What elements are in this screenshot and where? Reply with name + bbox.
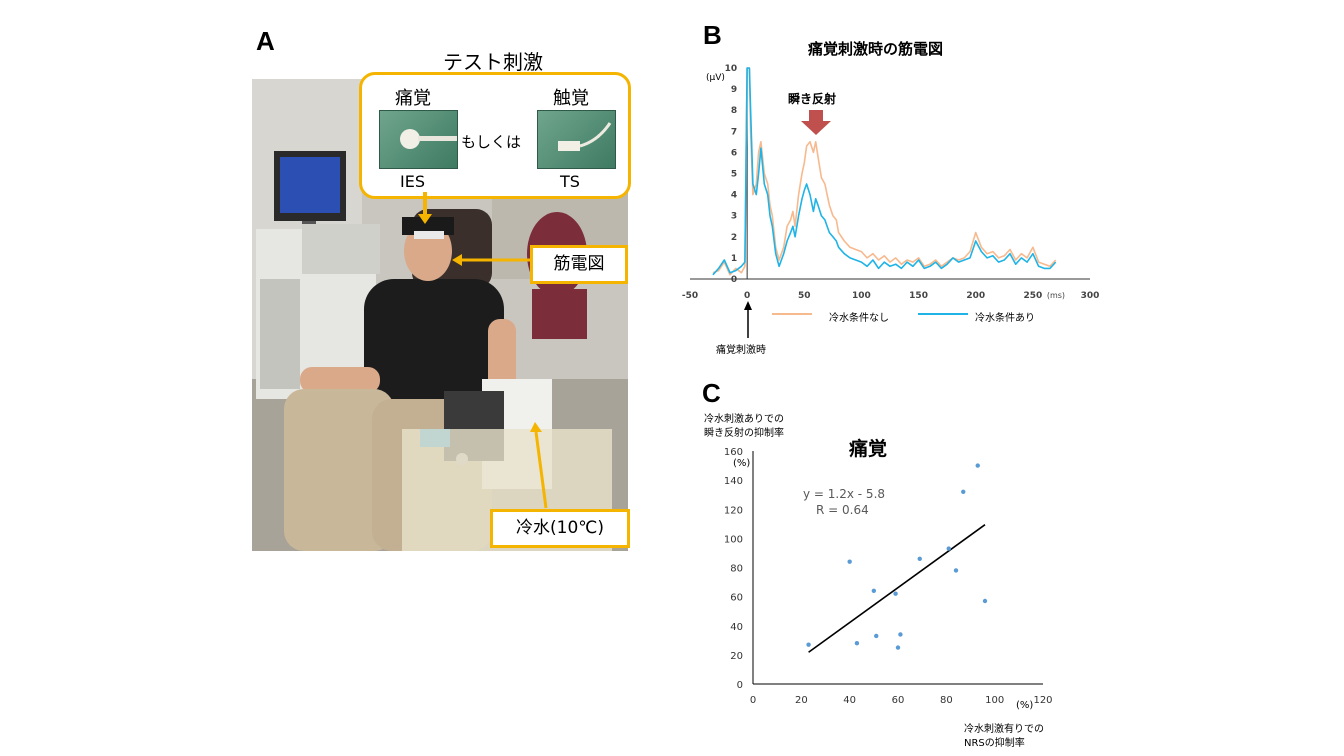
- legend-swatch-no-cold: [772, 313, 812, 315]
- emg-y-tick-label: 0: [731, 275, 737, 285]
- emg-x-tick-label: 100: [852, 291, 871, 301]
- regression-r-value: R = 0.64: [816, 503, 869, 517]
- emg-pointer-arrow: [452, 254, 532, 266]
- emg-x-tick-label: 150: [909, 291, 928, 301]
- emg-series-line-cold: [712, 67, 1057, 276]
- regression-equation: y = 1.2x - 5.8: [803, 487, 886, 501]
- or-label: もしくは: [461, 133, 522, 151]
- scatter-point: [953, 568, 959, 573]
- scatter-point: [961, 489, 966, 494]
- scatter-y-tick-label: 80: [730, 564, 743, 575]
- emg-y-tick-label: 2: [731, 233, 737, 243]
- legend-label-no-cold: 冷水条件なし: [829, 313, 889, 324]
- scatter-y-tick-label: 40: [730, 622, 743, 633]
- scatter-x-tick-label: 0: [750, 695, 756, 706]
- emg-label: 筋電図: [553, 254, 605, 274]
- scatter-x-unit: (%): [1016, 700, 1034, 711]
- legend-label-cold: 冷水条件あり: [975, 313, 1035, 324]
- emg-series-line-no-cold: [712, 67, 1057, 276]
- scatter-point: [874, 633, 879, 639]
- emg-y-tick-label: 8: [731, 106, 737, 116]
- ies-electrode-illustration: [400, 129, 458, 149]
- blink-reflex-annotation: 瞬き反射: [788, 92, 837, 106]
- ts-probe-illustration: [558, 122, 612, 151]
- scatter-y-tick-label: 20: [730, 651, 743, 662]
- scatter-y-unit: (%): [733, 458, 751, 469]
- emg-y-tick-label: 7: [731, 127, 737, 137]
- pain-label: 痛覚: [395, 88, 431, 109]
- emg-y-tick-label: 9: [731, 85, 737, 95]
- scatter-y-tick-label: 0: [737, 680, 743, 691]
- scatter-point: [946, 546, 951, 551]
- stim-onset-arrow: [744, 301, 752, 338]
- ts-label: TS: [560, 172, 580, 191]
- cold-water-label-box: 冷水(10℃): [490, 509, 630, 548]
- ies-label: IES: [400, 172, 425, 191]
- scatter-title: 痛覚: [849, 438, 888, 460]
- panel-a-letter: A: [256, 26, 275, 56]
- emg-x-unit: (ms): [1047, 291, 1065, 300]
- scatter-x-tick-label: 120: [1033, 695, 1052, 706]
- scatter-y-tick-label: 160: [724, 447, 743, 458]
- scatter-y-title-line1: 冷水刺激ありでの: [704, 414, 784, 425]
- scatter-y-title-line2: 瞬き反射の抑制率: [704, 428, 784, 439]
- stim-onset-label: 痛覚刺激時: [716, 345, 766, 356]
- panel-b-letter: B: [703, 20, 722, 50]
- legend-swatch-cold: [918, 313, 968, 315]
- scatter-x-tick-label: 80: [940, 695, 953, 706]
- scatter-point: [893, 591, 898, 596]
- cold-water-pointer-arrow: [530, 422, 548, 509]
- electrode-pointer-arrow: [418, 192, 432, 224]
- scatter-y-tick-label: 100: [724, 534, 743, 545]
- emg-y-tick-label: 3: [731, 212, 737, 222]
- ies-electrode-image: [379, 110, 458, 169]
- ts-probe-image: [537, 110, 616, 169]
- emg-x-tick-label: 50: [798, 291, 811, 301]
- emg-y-tick-label: 1: [731, 254, 737, 264]
- scatter-x-tick-label: 100: [985, 695, 1004, 706]
- scatter-y-tick-label: 140: [724, 476, 743, 487]
- cold-water-label: 冷水(10℃): [516, 518, 604, 538]
- emg-y-tick-label: 6: [731, 148, 737, 158]
- emg-y-tick-label: 10: [725, 64, 738, 74]
- touch-label: 触覚: [553, 88, 589, 109]
- scatter-point: [854, 641, 860, 646]
- emg-label-box: 筋電図: [530, 245, 628, 284]
- scatter-y-tick-label: 60: [730, 593, 743, 604]
- scatter-point: [806, 642, 811, 647]
- emg-y-tick-label: 4: [731, 191, 737, 201]
- emg-x-tick-label: 0: [744, 291, 750, 301]
- panel-b-title: 痛覚刺激時の筋電図: [808, 40, 944, 58]
- emg-x-tick-label: 250: [1023, 291, 1042, 301]
- scatter-point: [895, 645, 901, 650]
- emg-y-unit: (μV): [706, 73, 725, 83]
- scatter-chart: 0 20 40 60 80 100 120 140 160 0 20 40 60 80 100 120: [724, 447, 1053, 706]
- emg-x-tick-label: -50: [682, 291, 698, 301]
- scatter-y-tick-label: 120: [724, 505, 743, 516]
- emg-y-tick-label: 5: [731, 170, 737, 180]
- scatter-x-title-line1: 冷水刺激有りでの: [964, 724, 1044, 735]
- panel-a-title: テスト刺激: [443, 50, 543, 74]
- emg-x-tick-label: 200: [966, 291, 985, 301]
- scatter-trendline: [808, 524, 986, 653]
- scatter-point: [871, 588, 877, 593]
- scatter-point: [975, 463, 980, 468]
- emg-chart: 0 1 2 3 4 5 6 7 8 9 10 -50 0 50 100 150 200 250 300 (ms): [682, 64, 1100, 301]
- scatter-x-tick-label: 60: [892, 695, 905, 706]
- emg-x-tick-label: 300: [1081, 291, 1100, 301]
- scatter-point: [847, 559, 852, 564]
- scatter-x-title-line2: NRSの抑制率: [964, 738, 1025, 749]
- scatter-x-tick-label: 20: [795, 695, 808, 706]
- scatter-point: [917, 556, 922, 561]
- blink-reflex-arrow: [801, 110, 831, 135]
- panel-c-letter: C: [702, 378, 721, 408]
- scatter-point: [982, 598, 988, 604]
- scatter-x-tick-label: 40: [843, 695, 856, 706]
- scatter-point: [898, 632, 903, 637]
